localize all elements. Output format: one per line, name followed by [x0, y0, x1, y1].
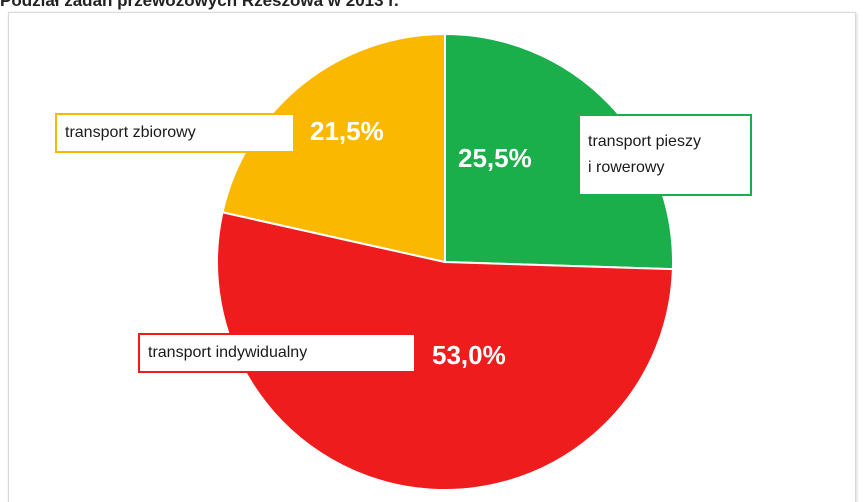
callout-zbiorowy: transport zbiorowy	[55, 113, 295, 153]
callout-pieszy-line2: i rowerowy	[588, 159, 665, 176]
chart-title: Podział zadań przewozowych Rzeszowa w 20…	[0, 0, 399, 10]
slice-zbiorowy	[221, 32, 446, 264]
callout-indywidualny: transport indywidualny	[138, 333, 416, 373]
slice-label-pieszy: 25,5%	[458, 143, 532, 173]
callout-indywidualny-text: transport indywidualny	[148, 344, 308, 361]
callout-pieszy-line1: transport pieszy	[588, 133, 701, 150]
slice-label-indywidualny: 53,0%	[432, 340, 506, 370]
callout-zbiorowy-text: transport zbiorowy	[65, 124, 196, 141]
slice-pieszy	[444, 32, 674, 271]
slice-indywidualny	[216, 211, 674, 491]
slice-label-zbiorowy: 21,5%	[310, 116, 384, 146]
callout-pieszy: transport pieszy i rowerowy	[578, 114, 752, 196]
